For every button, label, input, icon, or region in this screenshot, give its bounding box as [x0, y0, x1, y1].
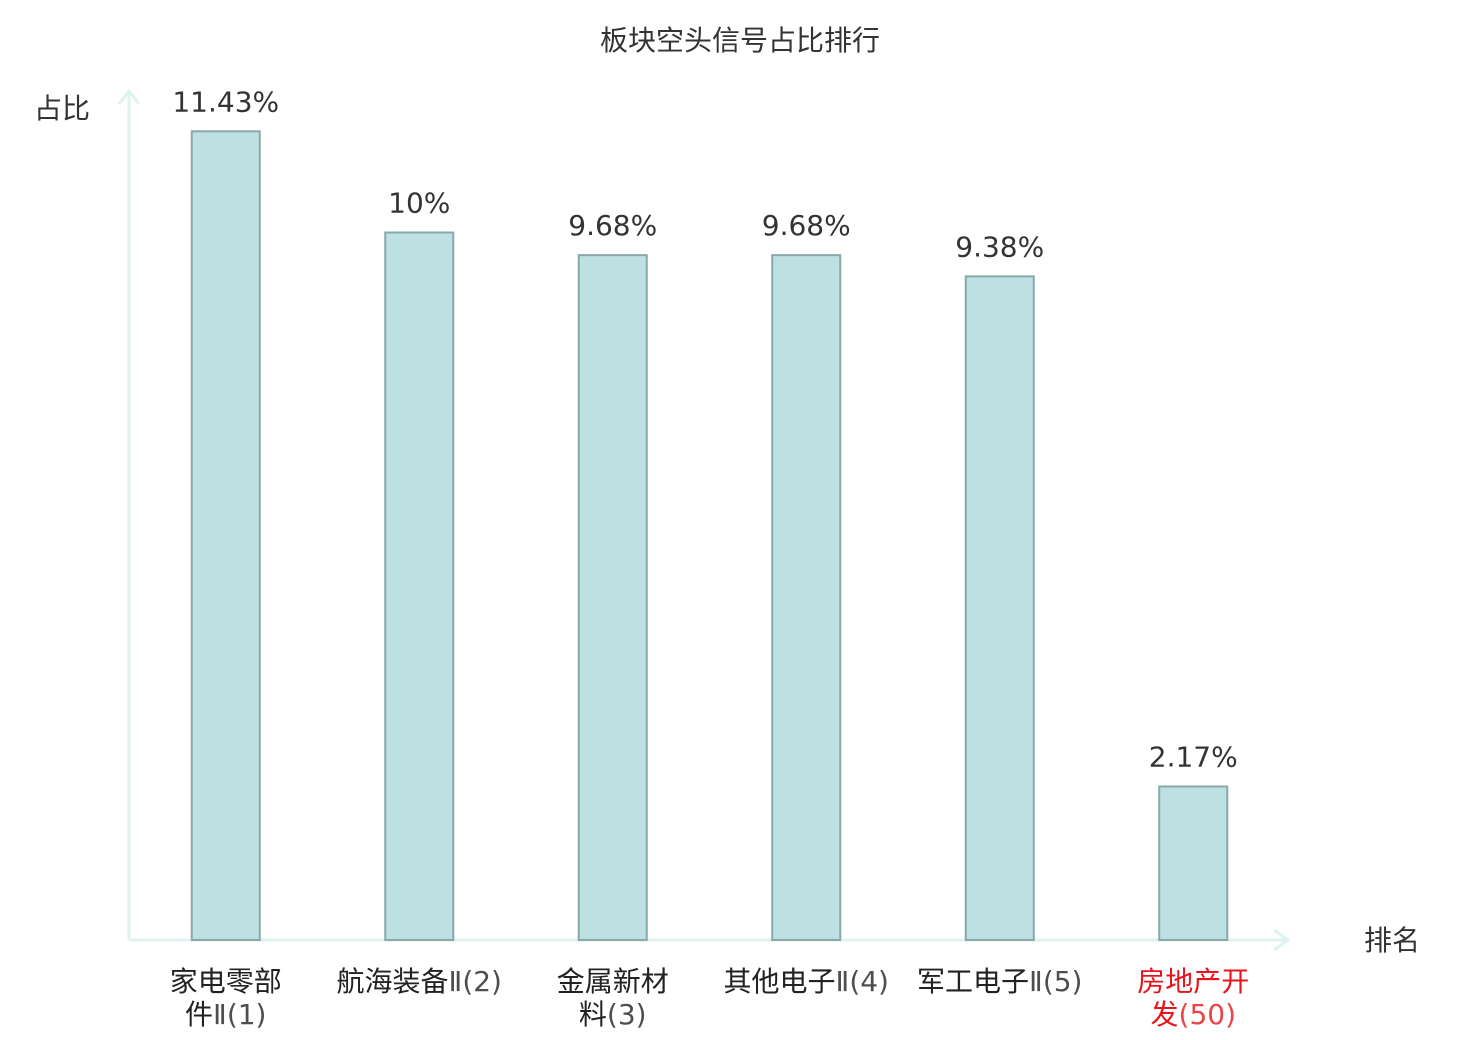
x-axis-arrow [1273, 928, 1291, 952]
value-label: 11.43% [172, 85, 279, 118]
value-label: 2.17% [1149, 740, 1238, 773]
value-label: 9.38% [955, 230, 1044, 263]
bar [384, 231, 455, 941]
x-tick-label: 航海装备Ⅱ(2) [337, 965, 502, 998]
bar [577, 254, 648, 941]
value-label: 10% [388, 187, 450, 220]
x-tick-label: 家电零部件Ⅱ(1) [170, 965, 282, 1031]
x-axis-label: 排名 [1364, 924, 1420, 957]
x-tick-label: 军工电子Ⅱ(5) [917, 965, 1082, 998]
value-label: 9.68% [762, 209, 851, 242]
bar [1158, 785, 1229, 941]
value-label: 9.68% [568, 209, 657, 242]
axes [117, 88, 1291, 952]
bar [190, 130, 261, 941]
bar [964, 275, 1035, 941]
x-tick-label: 房地产开发(50) [1137, 965, 1249, 1031]
x-tick-label: 金属新材料(3) [557, 965, 669, 1031]
chart-title: 板块空头信号占比排行 [600, 24, 880, 57]
bar [771, 254, 842, 941]
y-axis-arrow [117, 88, 141, 105]
y-axis-label: 占比 [34, 92, 90, 125]
x-tick-label: 其他电子Ⅱ(4) [724, 965, 889, 998]
